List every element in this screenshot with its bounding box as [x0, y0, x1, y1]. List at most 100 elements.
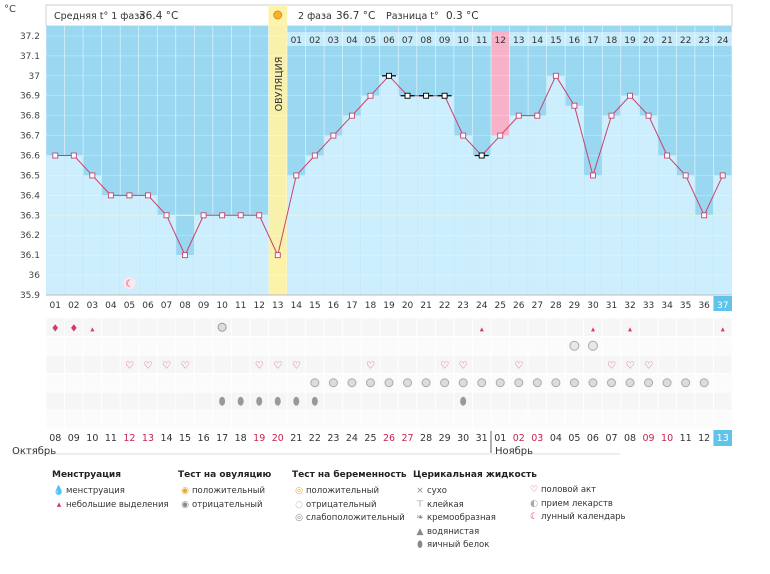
row-cell	[472, 355, 491, 373]
row-cell	[510, 337, 528, 355]
phase2-day-label: 14	[532, 36, 544, 46]
heart-icon: ♡	[459, 360, 468, 371]
row-cell	[194, 411, 213, 429]
temp-point	[200, 212, 207, 219]
cycle-day-label: 18	[365, 301, 377, 311]
cycle-day-label: 19	[383, 301, 395, 311]
row-cell	[120, 318, 139, 336]
y-tick-label: 36.9	[20, 92, 40, 102]
temp-point	[701, 212, 708, 219]
cycle-day-label: 02	[68, 301, 79, 311]
row-cell	[250, 318, 268, 336]
temp-point	[404, 92, 411, 99]
temp-bar	[472, 155, 491, 295]
temp-bar	[139, 195, 157, 295]
phase2-day-label: 24	[717, 36, 729, 46]
row-cell	[83, 355, 102, 373]
diff-value: 0.3 °C	[446, 10, 479, 22]
phase2-day-label: 22	[680, 36, 691, 46]
phase2-day-label: 10	[457, 36, 469, 46]
phase2-day-label: 16	[569, 36, 581, 46]
date-label: 14	[160, 433, 172, 444]
cycle-day-label: 06	[142, 301, 154, 311]
date-label: 13	[717, 433, 729, 444]
pregtest-icon	[569, 340, 580, 351]
row-cell	[361, 411, 380, 429]
y-tick-label: 36.6	[20, 152, 40, 162]
row-cell	[102, 337, 120, 355]
temp-point	[608, 112, 615, 119]
cycle-day-label: 16	[328, 301, 340, 311]
row-cell	[398, 337, 417, 355]
temp-point	[311, 152, 318, 159]
date-label: 18	[235, 433, 247, 444]
temp-point	[89, 172, 96, 179]
row-cell	[435, 392, 454, 410]
temp-point	[163, 212, 170, 219]
row-cell	[343, 355, 361, 373]
ovtest-negative-icon: ◉	[181, 499, 189, 510]
row-cell	[83, 392, 102, 410]
row-cell	[713, 374, 732, 392]
pill-icon	[662, 378, 672, 388]
row-cell	[565, 355, 584, 373]
temp-point	[70, 152, 77, 159]
row-cell	[46, 392, 65, 410]
legend-ovtest-title: Тест на овуляцию	[178, 470, 272, 480]
row-cell	[65, 411, 83, 429]
temp-point	[330, 132, 337, 139]
cycle-day-label: 14	[291, 301, 303, 311]
row-cell	[491, 411, 510, 429]
date-label: 02	[513, 433, 525, 444]
pill-icon	[384, 378, 394, 388]
row-cell	[454, 318, 472, 336]
row-cell	[139, 392, 157, 410]
row-cell	[231, 355, 250, 373]
cycle-day-label: 12	[253, 301, 264, 311]
row-cell	[547, 411, 565, 429]
row-cell	[157, 337, 176, 355]
phase2-day-label: 21	[661, 36, 672, 46]
menstruation-icon: ♦	[69, 323, 78, 334]
row-cell	[231, 411, 250, 429]
cycle-day-label: 27	[532, 301, 543, 311]
row-cell	[157, 318, 176, 336]
row-cell	[435, 355, 454, 373]
legend-item: ⬮ яичный белок	[413, 539, 537, 553]
y-tick-label: 37.2	[20, 32, 40, 42]
row-cell	[139, 374, 157, 392]
row-cell	[194, 337, 213, 355]
pill-icon	[495, 378, 505, 388]
row-cell	[547, 337, 565, 355]
cycle-day-label: 25	[495, 301, 506, 311]
temp-bar	[547, 75, 565, 295]
row-cell	[83, 318, 102, 336]
creamy-icon: ❧	[416, 513, 424, 523]
row-cell	[287, 411, 306, 429]
row-cell	[491, 337, 510, 355]
legend-item: ▲ водянистая	[413, 526, 537, 540]
row-cell	[102, 411, 120, 429]
ovulation-sun-icon	[273, 10, 283, 20]
pill-icon	[477, 378, 487, 388]
row-cell	[639, 337, 658, 355]
date-label: 01	[494, 433, 506, 444]
row-cell	[602, 392, 621, 410]
temp-point	[348, 112, 355, 119]
row-cell	[361, 392, 380, 410]
pill-icon	[328, 378, 338, 388]
row-cell	[213, 355, 231, 373]
row-cell	[380, 318, 398, 336]
cycle-day-label: 03	[87, 301, 98, 311]
heart-icon: ♡	[529, 485, 539, 495]
row-cell	[176, 411, 194, 429]
row-cell	[157, 374, 176, 392]
heart-icon: ♡	[366, 360, 375, 371]
temp-point	[645, 112, 652, 119]
y-tick-label: 36	[29, 271, 41, 281]
legend-label: положительный	[192, 486, 265, 496]
y-tick-label: 37	[29, 72, 40, 82]
cycle-day-label: 35	[680, 301, 691, 311]
y-tick-label: 35.9	[20, 291, 40, 301]
